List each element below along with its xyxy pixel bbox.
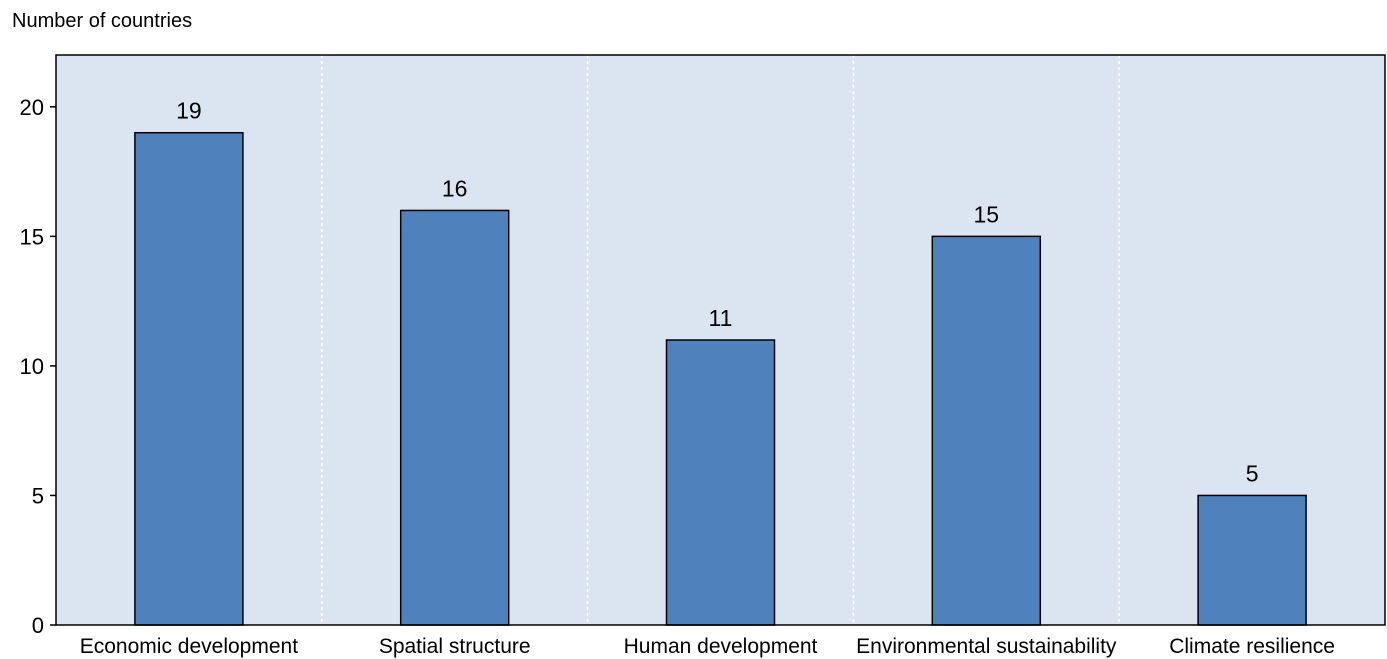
bar-value-label: 11 (709, 305, 733, 331)
bar (134, 131, 244, 626)
y-tick-label: 10 (20, 354, 44, 379)
y-tick-label: 20 (20, 95, 44, 120)
x-tick-label: Economic development (80, 635, 298, 658)
y-axis-ticks: 0 5 10 15 20 (20, 95, 56, 638)
grid-lines (321, 55, 1120, 625)
bar (931, 235, 1042, 626)
x-tick-label: Environmental sustainability (856, 635, 1117, 658)
y-tick-label: 5 (32, 483, 44, 508)
data-label-group: 19 16 11 15 5 (176, 98, 1258, 487)
x-tick-label: Climate resilience (1169, 635, 1335, 658)
y-axis-label: Number of countries (12, 10, 192, 32)
y-tick-label: 0 (32, 613, 44, 638)
bar-value-label: 15 (974, 201, 1000, 227)
bar-value-label: 19 (176, 98, 202, 124)
y-tick-label: 15 (20, 224, 44, 249)
bar-value-label: 5 (1246, 460, 1259, 486)
x-tick-label: Spatial structure (379, 635, 531, 658)
bar-value-label: 16 (442, 175, 468, 201)
bar (399, 209, 510, 626)
x-axis-labels: Economic development Spatial structure Hum… (80, 635, 1335, 658)
bar (1197, 494, 1307, 626)
bar (665, 339, 776, 626)
plot-border (55, 54, 1386, 626)
x-tick-label: Human development (624, 635, 818, 658)
